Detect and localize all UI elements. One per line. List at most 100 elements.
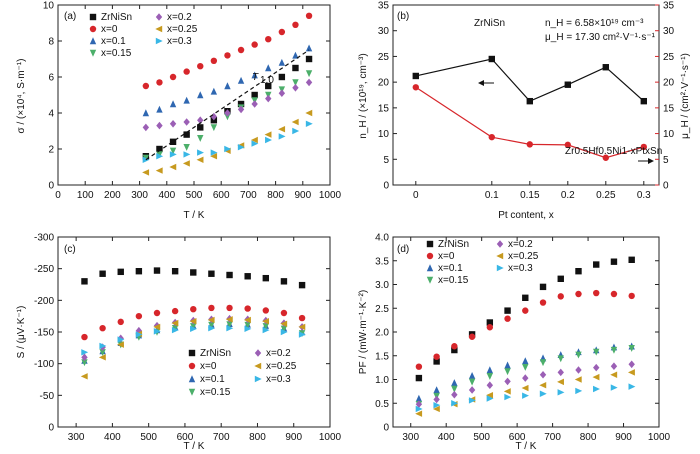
panel-d-ylabel: PF / (mW·m⁻¹·K⁻²) [358, 290, 369, 374]
legend-label-x03: x=0.3 [266, 374, 291, 385]
legend-marker-x03 [155, 37, 163, 45]
data-point-x01 [278, 58, 286, 66]
legend-label-ZrNiSn: ZrNiSn [200, 348, 231, 359]
ytick-label: 20 [378, 78, 390, 89]
data-point-x03 [522, 392, 529, 399]
panel-d: (d) 0 0.5 1.0 1.5 2.0 2.5 3.0 3.5 4.0 300 400 500 6… [358, 233, 671, 453]
ytick-label-right: 35 [663, 1, 675, 12]
legend-label-ZrNiSn: ZrNiSn [438, 239, 469, 250]
data-point-x015 [226, 321, 233, 329]
data-point-x0 [117, 318, 124, 326]
data-point-x015 [628, 344, 635, 352]
data-point-x015 [522, 363, 529, 371]
legend-marker-x0 [426, 252, 434, 260]
data-point-x03 [244, 325, 252, 333]
legend-marker-x03 [254, 375, 262, 383]
data-point-x02 [81, 353, 88, 362]
data-point-x03 [305, 120, 313, 127]
data-point-x025 [98, 354, 106, 361]
data-point-ZrNiSn [226, 271, 233, 279]
data-point-ZrNiSn [169, 138, 177, 145]
legend-marker-x02 [496, 240, 504, 248]
panel-a: (a) 0 2 4 6 8 10 0 100 200 300 400 500 600 700 800 900… [16, 1, 342, 222]
data-point-x02 [224, 109, 231, 117]
ytick-label: 2.5 [375, 304, 389, 315]
data-point-ZrNiSn [628, 256, 635, 263]
xtick-label: 300 [68, 432, 85, 443]
data-point-ZrNiSn [81, 278, 88, 285]
data-point-x02 [557, 368, 564, 377]
xtick-label: 900 [285, 432, 302, 443]
data-point-x025 [182, 160, 190, 167]
xtick-label: 500 [473, 432, 490, 443]
data-point-x025 [610, 371, 618, 378]
data-point-x025 [196, 156, 204, 163]
data-point-x03 [262, 326, 270, 334]
data-point-x03 [190, 325, 197, 333]
legend-marker-x01 [188, 375, 196, 383]
data-point-x0 [292, 21, 299, 28]
data-point-ZrNiSn [610, 258, 618, 265]
xtick-label: 900 [294, 190, 311, 201]
panel-c-label: (c) [64, 244, 76, 255]
data-point-x025 [262, 318, 270, 325]
ytick-label: -250 [34, 264, 54, 275]
data-point-ZrNiSn [183, 131, 190, 138]
data-point-x0 [156, 79, 163, 86]
data-point-x015 [280, 325, 288, 333]
data-point-x015 [183, 144, 190, 151]
data-point-x0 [244, 305, 251, 312]
data-point-x02 [433, 395, 440, 404]
data-point-x03 [593, 385, 600, 393]
legend-label-x0: x=0 [200, 361, 217, 372]
data-point-x01 [156, 105, 163, 113]
data-point-x025 [225, 316, 233, 323]
legend-label-x015: x=0.15 [438, 275, 469, 286]
data-point-x025 [155, 167, 163, 174]
data-point-ZrNiSn [305, 55, 313, 63]
data-point-x015 [81, 359, 88, 367]
xtick-label: 600 [509, 432, 526, 443]
data-point-x025 [432, 405, 440, 413]
ytick-label-right: 25 [663, 52, 675, 63]
ytick-label: 10 [378, 129, 390, 140]
ytick-label-right: 10 [663, 129, 675, 140]
data-point-x03 [486, 395, 494, 402]
data-point-x03 [210, 149, 218, 156]
data-point-x0 [628, 292, 635, 300]
panel-b-arrow-right [638, 158, 654, 164]
data-point-x025 [153, 323, 161, 331]
ytick-label: 2 [48, 145, 54, 156]
data-point-x025 [117, 341, 124, 348]
legend-label-x025: x=0.25 [266, 361, 297, 372]
data-point-ZrNiSn [292, 64, 299, 72]
data-point-ZrNiSn [486, 319, 494, 326]
ytick-label: 4.0 [375, 233, 389, 244]
data-point-x025 [80, 373, 88, 380]
data-point-ZrNiSn [280, 278, 288, 285]
data-point-x03 [251, 140, 259, 147]
data-point-muH [564, 141, 571, 149]
panel-a-annotation-sub: 1.0 [260, 75, 274, 86]
data-point-x015 [593, 348, 600, 356]
data-point-ZrNiSn [190, 269, 197, 276]
data-point-x03 [557, 389, 565, 396]
ytick-label: 0.5 [375, 399, 389, 410]
data-point-x01 [451, 379, 458, 387]
legend-label-x01: x=0.1 [101, 36, 126, 47]
data-point-x015 [451, 385, 458, 393]
panel-b-formula: Zr0.5Hf0.5Ni1-xPtxSn [565, 146, 662, 157]
data-point-x03 [226, 325, 234, 332]
data-point-x01 [142, 109, 150, 117]
data-point-x025 [291, 118, 299, 126]
data-point-x015 [292, 79, 299, 87]
data-point-x01 [183, 96, 190, 104]
data-point-x01 [224, 82, 231, 90]
xtick-label: 1000 [319, 190, 342, 201]
ytick-label: 10 [43, 1, 55, 12]
data-point-x0 [486, 324, 494, 331]
data-point-x0 [522, 307, 529, 314]
data-point-x02 [504, 377, 511, 386]
xtick-label: 500 [186, 190, 203, 201]
data-point-x015 [169, 147, 177, 155]
